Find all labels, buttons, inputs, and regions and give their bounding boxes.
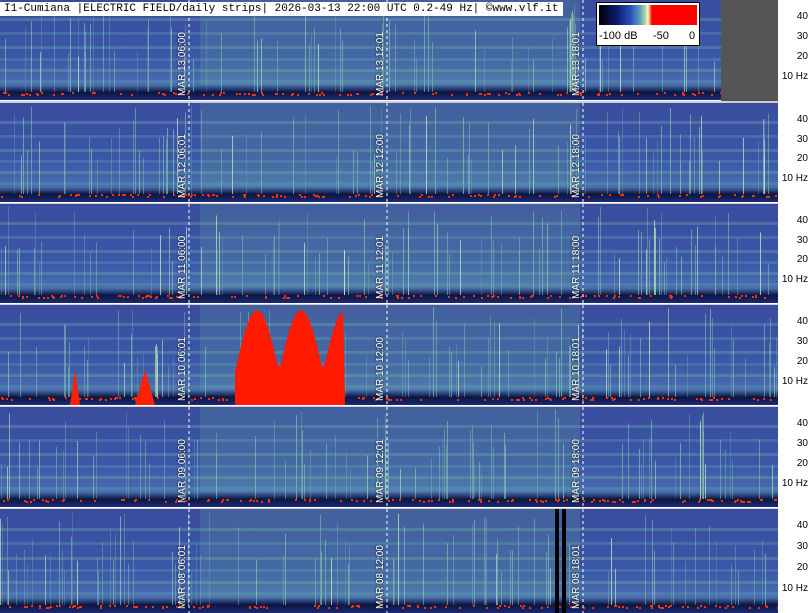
- time-label: MAR 08 06:01: [177, 545, 188, 609]
- time-label: MAR 08 12:00: [375, 545, 386, 609]
- frequency-tick-label: 10 Hz: [781, 274, 808, 285]
- strip-separator: [0, 101, 778, 103]
- time-label: MAR 09 12:01: [375, 439, 386, 503]
- spectrogram: [0, 103, 778, 202]
- spectrogram: [0, 509, 778, 613]
- frequency-tick-label: 40: [796, 11, 808, 22]
- strip-mar-08: MAR 08 06:01 MAR 08 12:00 MAR 08 18:01 40 30…: [0, 509, 812, 613]
- frequency-tick-label: 30: [796, 134, 808, 145]
- frequency-tick-label: 30: [796, 235, 808, 246]
- frequency-tick-label: 20: [796, 458, 808, 469]
- frequency-scale: 40 30 20 10 Hz: [778, 0, 812, 100]
- frequency-scale: 40 30 20 10 Hz: [778, 204, 812, 303]
- frequency-scale: 40 30 20 10 Hz: [778, 103, 812, 202]
- frequency-tick-label: 40: [796, 114, 808, 125]
- frequency-tick-label: 10 Hz: [781, 173, 808, 184]
- time-label: MAR 08 18:01: [571, 545, 582, 609]
- frequency-tick-label: 20: [796, 51, 808, 62]
- frequency-tick-label: 40: [796, 215, 808, 226]
- strip-mar-10: MAR 10 06:01 MAR 10 12:00 MAR 10 18:01 40 30…: [0, 305, 812, 405]
- colorbar-legend: -100 dB -50 0: [596, 2, 700, 46]
- time-label: MAR 13 12:01: [375, 32, 386, 96]
- time-label: MAR 12 12:00: [375, 134, 386, 198]
- frequency-tick-label: 30: [796, 31, 808, 42]
- page-title: I1-Cumiana |ELECTRIC FIELD/daily strips|…: [0, 2, 563, 16]
- frequency-tick-label: 30: [796, 541, 808, 552]
- strip-mar-12: MAR 12 06:01 MAR 12 12:00 MAR 12 18:00 40 30…: [0, 103, 812, 202]
- frequency-scale: 40 30 20 10 Hz: [778, 407, 812, 507]
- time-label: MAR 11 18:00: [571, 235, 582, 299]
- colorbar-gradient: [599, 5, 697, 25]
- colorbar-max-label: 0: [689, 30, 696, 42]
- frequency-tick-label: 20: [796, 356, 808, 367]
- time-label: MAR 11 12:01: [375, 235, 386, 299]
- time-label: MAR 10 12:00: [375, 337, 386, 401]
- frequency-tick-label: 40: [796, 316, 808, 327]
- spectrogram: [0, 407, 778, 507]
- frequency-tick-label: 30: [796, 438, 808, 449]
- time-label: MAR 12 18:00: [571, 134, 582, 198]
- spectrogram: [0, 204, 778, 303]
- time-label: MAR 12 06:01: [177, 134, 188, 198]
- time-label: MAR 09 18:00: [571, 439, 582, 503]
- frequency-scale: 40 30 20 10 Hz: [778, 305, 812, 405]
- frequency-scale: 40 30 20 10 Hz: [778, 509, 812, 613]
- frequency-tick-label: 40: [796, 520, 808, 531]
- frequency-tick-label: 10 Hz: [781, 478, 808, 489]
- time-label: MAR 13 06:00: [177, 32, 188, 96]
- strip-mar-11: MAR 11 06:00 MAR 11 12:01 MAR 11 18:00 40 30…: [0, 204, 812, 303]
- frequency-tick-label: 30: [796, 336, 808, 347]
- colorbar-min-label: -100 dB: [599, 30, 638, 42]
- frequency-tick-label: 40: [796, 418, 808, 429]
- time-label: MAR 10 18:01: [571, 337, 582, 401]
- spectrogram: [0, 305, 778, 405]
- strip-mar-09: MAR 09 06:00 MAR 09 12:01 MAR 09 18:00 40 30…: [0, 407, 812, 507]
- frequency-tick-label: 20: [796, 562, 808, 573]
- time-label: MAR 09 06:00: [177, 439, 188, 503]
- colorbar-mid-label: -50: [653, 30, 669, 42]
- frequency-tick-label: 20: [796, 153, 808, 164]
- future-time-block: [721, 0, 778, 101]
- frequency-tick-label: 10 Hz: [781, 583, 808, 594]
- frequency-tick-label: 20: [796, 254, 808, 265]
- time-label: MAR 13 18:01: [571, 32, 582, 96]
- time-label: MAR 11 06:00: [177, 235, 188, 299]
- frequency-tick-label: 10 Hz: [781, 376, 808, 387]
- time-label: MAR 10 06:01: [177, 337, 188, 401]
- frequency-tick-label: 10 Hz: [781, 71, 808, 82]
